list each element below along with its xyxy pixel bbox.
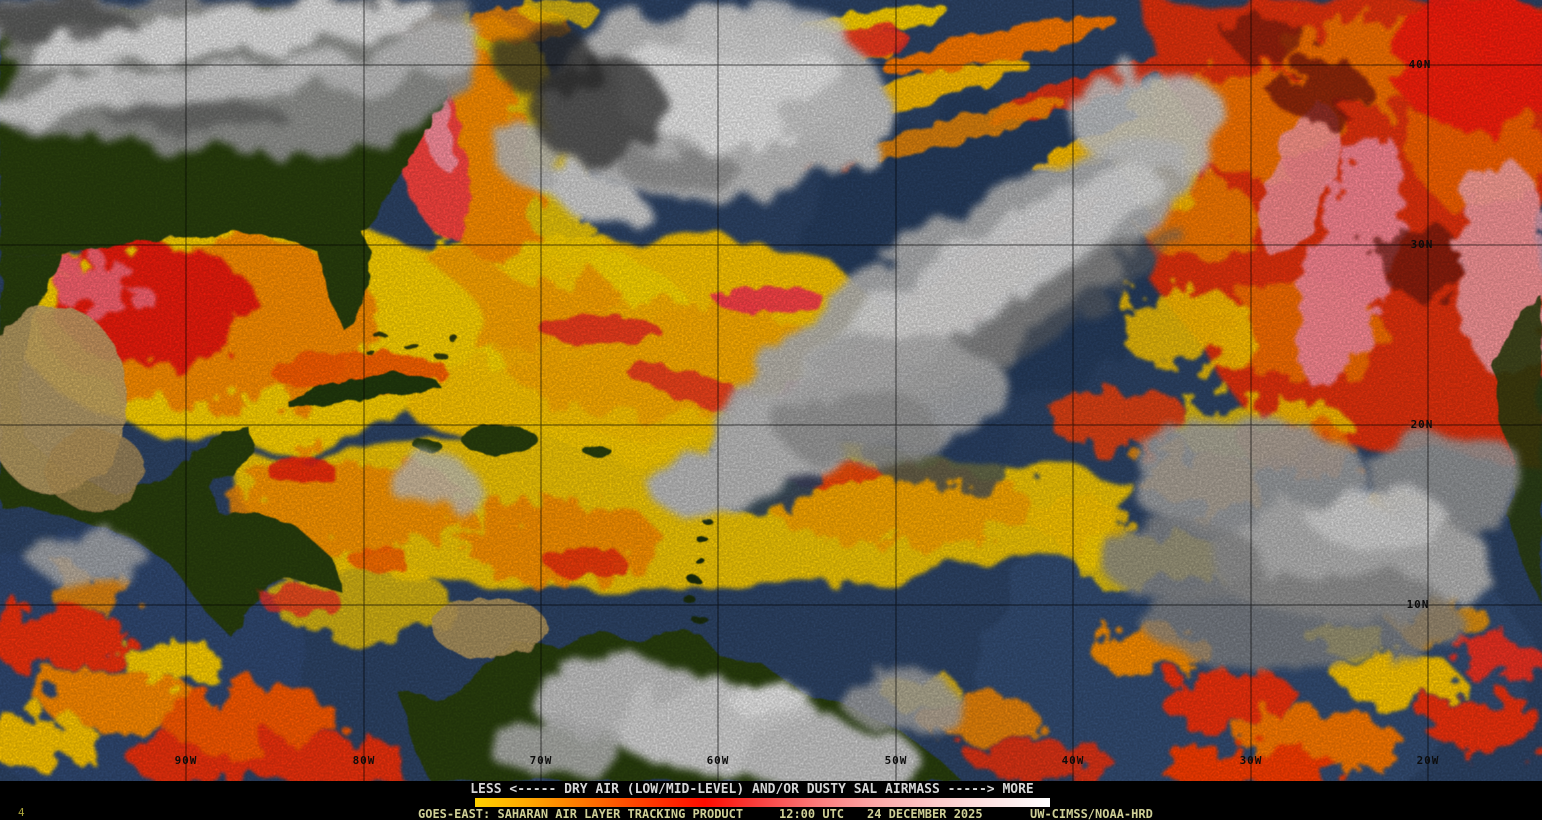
product-date: 24 DECEMBER 2025 (867, 807, 983, 820)
satellite-map: 40N 30N 20N 10N 90W 80W 70W 60W 50W 40W … (0, 0, 1542, 781)
colorbar (475, 798, 1050, 807)
legend-bar: LESS <----- DRY AIR (LOW/MID-LEVEL) AND/… (0, 781, 1542, 820)
speckle-texture-overlay (0, 0, 1542, 781)
product-title: GOES-EAST: SAHARAN AIR LAYER TRACKING PR… (418, 807, 744, 820)
product-credit: UW-CIMSS/NOAA-HRD (1030, 807, 1153, 820)
colorbar-legend-text: LESS <----- DRY AIR (LOW/MID-LEVEL) AND/… (470, 782, 1034, 797)
latlon-gridlines (0, 0, 1542, 781)
frame-number: 4 (18, 806, 25, 819)
satellite-map-canvas (0, 0, 1542, 781)
product-time: 12:00 UTC (779, 807, 845, 820)
